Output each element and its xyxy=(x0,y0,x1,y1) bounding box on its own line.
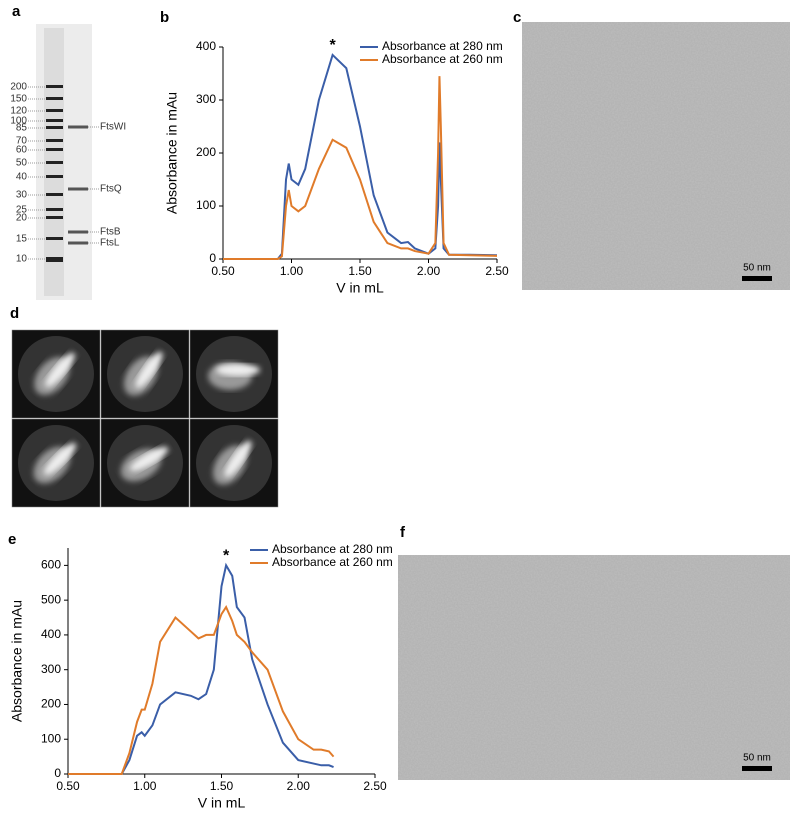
scale-bar xyxy=(742,276,772,281)
x-tick-label: 0.50 xyxy=(56,779,80,793)
marker-band xyxy=(46,216,63,219)
density xyxy=(216,364,260,376)
micrograph-texture xyxy=(398,555,790,780)
protein-band xyxy=(68,187,88,191)
marker-band xyxy=(46,97,63,100)
legend-label: Absorbance at 260 nm xyxy=(272,555,393,569)
protein-band xyxy=(68,125,88,129)
x-tick-label: 2.50 xyxy=(363,779,387,793)
marker-label: 60 xyxy=(16,145,28,156)
series-line xyxy=(223,76,498,260)
marker-band xyxy=(46,126,63,129)
marker-band xyxy=(46,148,63,151)
scale-bar-label: 50 nm xyxy=(743,753,771,764)
panel-label: f xyxy=(400,524,406,541)
marker-band xyxy=(46,85,63,88)
band-label: FtsL xyxy=(100,238,120,249)
marker-band xyxy=(46,109,63,112)
y-tick-label: 300 xyxy=(41,662,61,676)
marker-label: 85 xyxy=(16,123,28,134)
marker-label: 200 xyxy=(10,82,27,93)
protein-band xyxy=(68,241,88,245)
series-line xyxy=(68,562,334,775)
scale-bar xyxy=(742,766,772,771)
panel-label: b xyxy=(160,9,169,26)
density xyxy=(135,351,163,389)
marker-label: 100 xyxy=(10,116,27,127)
x-tick-label: 1.50 xyxy=(348,264,372,278)
y-tick-label: 400 xyxy=(41,627,61,641)
panel-label: d xyxy=(10,305,19,322)
density xyxy=(224,440,252,478)
panel-label: a xyxy=(12,3,21,20)
y-tick-label: 200 xyxy=(196,145,216,159)
y-tick-label: 0 xyxy=(54,766,61,780)
legend-label: Absorbance at 280 nm xyxy=(272,542,393,556)
marker-band xyxy=(46,119,63,122)
marker-label: 25 xyxy=(16,205,28,216)
band-label: FtsQ xyxy=(100,184,122,195)
x-axis-title: V in mL xyxy=(198,795,246,811)
y-tick-label: 400 xyxy=(196,39,216,53)
band-label: FtsB xyxy=(100,227,121,238)
marker-band xyxy=(46,139,63,142)
panel-label: c xyxy=(513,9,521,26)
protein-band xyxy=(68,230,88,234)
y-axis-title: Absorbance in mAu xyxy=(164,92,180,214)
marker-label: 15 xyxy=(16,234,28,245)
x-tick-label: 2.50 xyxy=(485,264,509,278)
micrograph-texture xyxy=(522,22,790,290)
y-tick-label: 600 xyxy=(41,558,61,572)
x-tick-label: 2.00 xyxy=(287,779,311,793)
marker-label: 40 xyxy=(16,172,28,183)
marker-band xyxy=(46,193,63,196)
legend-label: Absorbance at 280 nm xyxy=(382,39,503,53)
peak-annotation: * xyxy=(223,548,230,565)
legend-label: Absorbance at 260 nm xyxy=(382,52,503,66)
y-axis-title: Absorbance in mAu xyxy=(9,600,25,722)
marker-band xyxy=(46,175,63,178)
marker-label: 70 xyxy=(16,136,28,147)
density xyxy=(129,446,169,472)
x-tick-label: 2.00 xyxy=(417,264,441,278)
y-tick-label: 300 xyxy=(196,92,216,106)
y-tick-label: 500 xyxy=(41,592,61,606)
density xyxy=(45,352,75,388)
density xyxy=(43,442,77,476)
marker-label: 20 xyxy=(16,213,28,224)
x-axis-title: V in mL xyxy=(336,280,384,296)
scale-bar-label: 50 nm xyxy=(743,263,771,274)
panel-label: e xyxy=(8,531,16,548)
marker-label: 10 xyxy=(16,254,28,265)
marker-label: 30 xyxy=(16,190,28,201)
x-tick-label: 0.50 xyxy=(211,264,235,278)
marker-band xyxy=(46,237,63,240)
marker-label: 120 xyxy=(10,106,27,117)
series-line xyxy=(68,605,335,775)
x-tick-label: 1.00 xyxy=(133,779,157,793)
band-label: FtsWI xyxy=(100,122,126,133)
marker-label: 50 xyxy=(16,158,28,169)
y-tick-label: 0 xyxy=(209,251,216,265)
x-tick-label: 1.00 xyxy=(280,264,304,278)
y-tick-label: 100 xyxy=(41,731,61,745)
marker-label: 150 xyxy=(10,94,27,105)
peak-annotation: * xyxy=(329,37,336,54)
marker-band xyxy=(46,161,63,164)
series-line xyxy=(223,53,498,260)
y-tick-label: 200 xyxy=(41,697,61,711)
marker-band xyxy=(46,208,63,211)
marker-band xyxy=(46,257,63,262)
y-tick-label: 100 xyxy=(196,198,216,212)
x-tick-label: 1.50 xyxy=(210,779,234,793)
